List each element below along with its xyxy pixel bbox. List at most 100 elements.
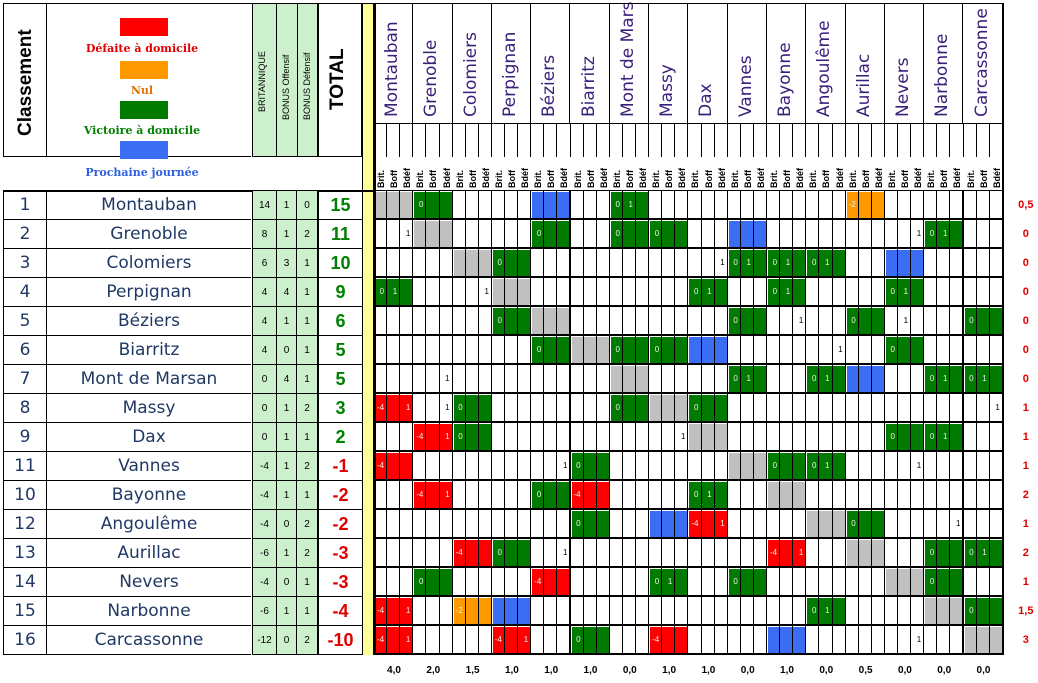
match-sub-divider bbox=[595, 249, 597, 278]
match-fill bbox=[728, 308, 766, 334]
sub-header-divider bbox=[923, 123, 925, 157]
points-extra: 1,5 bbox=[1018, 605, 1034, 617]
match-sub-divider bbox=[897, 365, 898, 394]
points-extra: 1 bbox=[1022, 518, 1029, 530]
match-sub-divider bbox=[988, 191, 990, 220]
match-cell bbox=[609, 452, 650, 481]
match-sub-divider bbox=[438, 365, 440, 394]
match-fill bbox=[650, 569, 688, 595]
match-cell bbox=[452, 568, 492, 597]
match-sub-divider bbox=[700, 597, 702, 626]
sub-header-label: Brit. bbox=[376, 170, 386, 188]
match-cell bbox=[963, 336, 1003, 365]
stat-brit: 4 bbox=[252, 307, 277, 336]
match-sub-divider bbox=[464, 220, 466, 249]
match-sub-divider bbox=[910, 481, 912, 510]
stat-bdef: 1 bbox=[297, 597, 318, 626]
match-sub-divider bbox=[399, 336, 401, 365]
match-sub-divider bbox=[648, 626, 650, 655]
match-sub-divider bbox=[700, 191, 702, 220]
match-cell bbox=[924, 452, 964, 481]
match-value: 0 bbox=[458, 403, 463, 412]
match-sub-divider bbox=[726, 307, 728, 336]
sub-header-divider bbox=[661, 123, 663, 157]
match-value: 1 bbox=[445, 403, 450, 412]
match-sub-divider bbox=[883, 452, 885, 481]
match-sub-divider bbox=[936, 249, 938, 278]
match-fill bbox=[492, 250, 531, 276]
match-sub-divider bbox=[910, 220, 912, 249]
match-cell bbox=[413, 626, 453, 655]
match-sub-divider bbox=[713, 278, 715, 307]
match-sub-divider bbox=[883, 336, 885, 365]
match-sub-divider bbox=[936, 539, 938, 568]
match-fill bbox=[925, 569, 963, 595]
match-sub-divider bbox=[386, 568, 388, 597]
match-sub-divider bbox=[936, 307, 938, 336]
sub-header-label: Bdéf bbox=[991, 168, 1002, 188]
legend-swatch-nul bbox=[120, 61, 168, 79]
match-fill bbox=[689, 424, 727, 450]
match-sub-divider bbox=[687, 423, 689, 452]
match-fill bbox=[768, 627, 806, 653]
match-sub-divider bbox=[949, 539, 951, 568]
match-value: 1 bbox=[405, 229, 411, 238]
match-sub-divider bbox=[805, 626, 807, 655]
match-sub-divider bbox=[399, 626, 401, 655]
match-sub-divider bbox=[661, 597, 663, 626]
match-fill bbox=[925, 598, 963, 624]
match-sub-divider bbox=[582, 307, 584, 336]
sub-header-divider bbox=[556, 123, 558, 157]
match-sub-divider bbox=[779, 597, 781, 626]
match-sub-divider bbox=[543, 278, 545, 307]
match-sub-divider bbox=[621, 539, 623, 568]
match-sub-divider bbox=[674, 394, 676, 423]
match-value: 0 bbox=[497, 316, 502, 325]
match-fill bbox=[492, 308, 531, 334]
match-sub-divider bbox=[556, 307, 558, 336]
stat-boff: 4 bbox=[277, 365, 297, 394]
match-sub-divider bbox=[988, 220, 990, 249]
match-value: 0 bbox=[811, 374, 817, 383]
match-cell bbox=[413, 510, 453, 539]
match-cell bbox=[570, 597, 610, 626]
match-value: 1 bbox=[628, 200, 633, 209]
match-sub-divider bbox=[897, 568, 898, 597]
match-fill bbox=[453, 598, 491, 624]
match-fill bbox=[414, 424, 452, 450]
stat-brit: 4 bbox=[252, 336, 277, 365]
match-value: -4 bbox=[691, 519, 699, 528]
match-sub-divider bbox=[962, 568, 964, 597]
match-sub-divider bbox=[870, 249, 872, 278]
match-cell bbox=[767, 394, 807, 423]
match-sub-divider bbox=[582, 365, 584, 394]
match-sub-divider bbox=[425, 481, 427, 510]
match-sub-divider bbox=[530, 568, 532, 597]
match-value: 1 bbox=[680, 432, 686, 441]
match-sub-divider bbox=[910, 597, 912, 626]
match-cell bbox=[570, 307, 610, 336]
match-sub-divider bbox=[988, 423, 990, 452]
match-sub-divider bbox=[883, 278, 885, 307]
match-sub-divider bbox=[635, 539, 636, 568]
column-total: 4,0 bbox=[387, 665, 401, 676]
match-cell bbox=[491, 191, 532, 220]
match-sub-divider bbox=[451, 423, 453, 452]
match-fill bbox=[768, 453, 806, 479]
match-value: 0 bbox=[694, 403, 699, 412]
match-sub-divider bbox=[739, 539, 741, 568]
match-sub-divider bbox=[595, 394, 597, 423]
sub-header-label: Brit. bbox=[729, 170, 740, 188]
match-sub-divider bbox=[556, 336, 558, 365]
match-sub-divider bbox=[949, 452, 951, 481]
match-sub-divider bbox=[739, 481, 741, 510]
sub-header-label: Brit. bbox=[847, 170, 858, 188]
match-sub-divider bbox=[595, 336, 597, 365]
sub-header-label: Bdéf bbox=[559, 168, 570, 188]
match-fill bbox=[885, 424, 924, 450]
match-value: 0 bbox=[576, 635, 581, 644]
match-sub-divider bbox=[621, 481, 623, 510]
match-fill bbox=[807, 250, 845, 276]
match-sub-divider bbox=[766, 626, 767, 655]
match-sub-divider bbox=[792, 481, 794, 510]
